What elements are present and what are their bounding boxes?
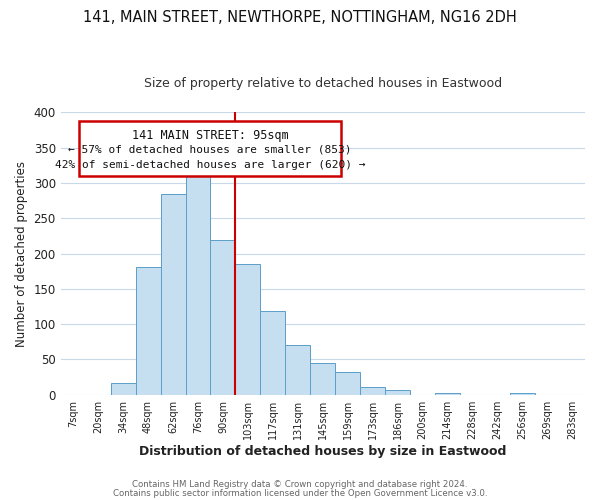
FancyBboxPatch shape: [79, 121, 341, 176]
Text: Contains public sector information licensed under the Open Government Licence v3: Contains public sector information licen…: [113, 488, 487, 498]
Bar: [185, 176, 211, 394]
Bar: [260, 312, 286, 394]
Bar: [385, 390, 410, 394]
Bar: [235, 264, 260, 394]
Y-axis label: Number of detached properties: Number of detached properties: [15, 160, 28, 346]
Bar: [335, 372, 360, 394]
Bar: [161, 194, 185, 394]
X-axis label: Distribution of detached houses by size in Eastwood: Distribution of detached houses by size …: [139, 444, 506, 458]
Bar: [136, 267, 161, 394]
Bar: [110, 384, 136, 394]
Text: ← 57% of detached houses are smaller (853): ← 57% of detached houses are smaller (85…: [68, 145, 352, 155]
Bar: [360, 387, 385, 394]
Text: 42% of semi-detached houses are larger (620) →: 42% of semi-detached houses are larger (…: [55, 160, 365, 170]
Bar: [211, 240, 235, 394]
Bar: [286, 346, 310, 395]
Bar: [310, 363, 335, 394]
Text: Contains HM Land Registry data © Crown copyright and database right 2024.: Contains HM Land Registry data © Crown c…: [132, 480, 468, 489]
Text: 141 MAIN STREET: 95sqm: 141 MAIN STREET: 95sqm: [132, 130, 289, 142]
Title: Size of property relative to detached houses in Eastwood: Size of property relative to detached ho…: [144, 78, 502, 90]
Text: 141, MAIN STREET, NEWTHORPE, NOTTINGHAM, NG16 2DH: 141, MAIN STREET, NEWTHORPE, NOTTINGHAM,…: [83, 10, 517, 25]
